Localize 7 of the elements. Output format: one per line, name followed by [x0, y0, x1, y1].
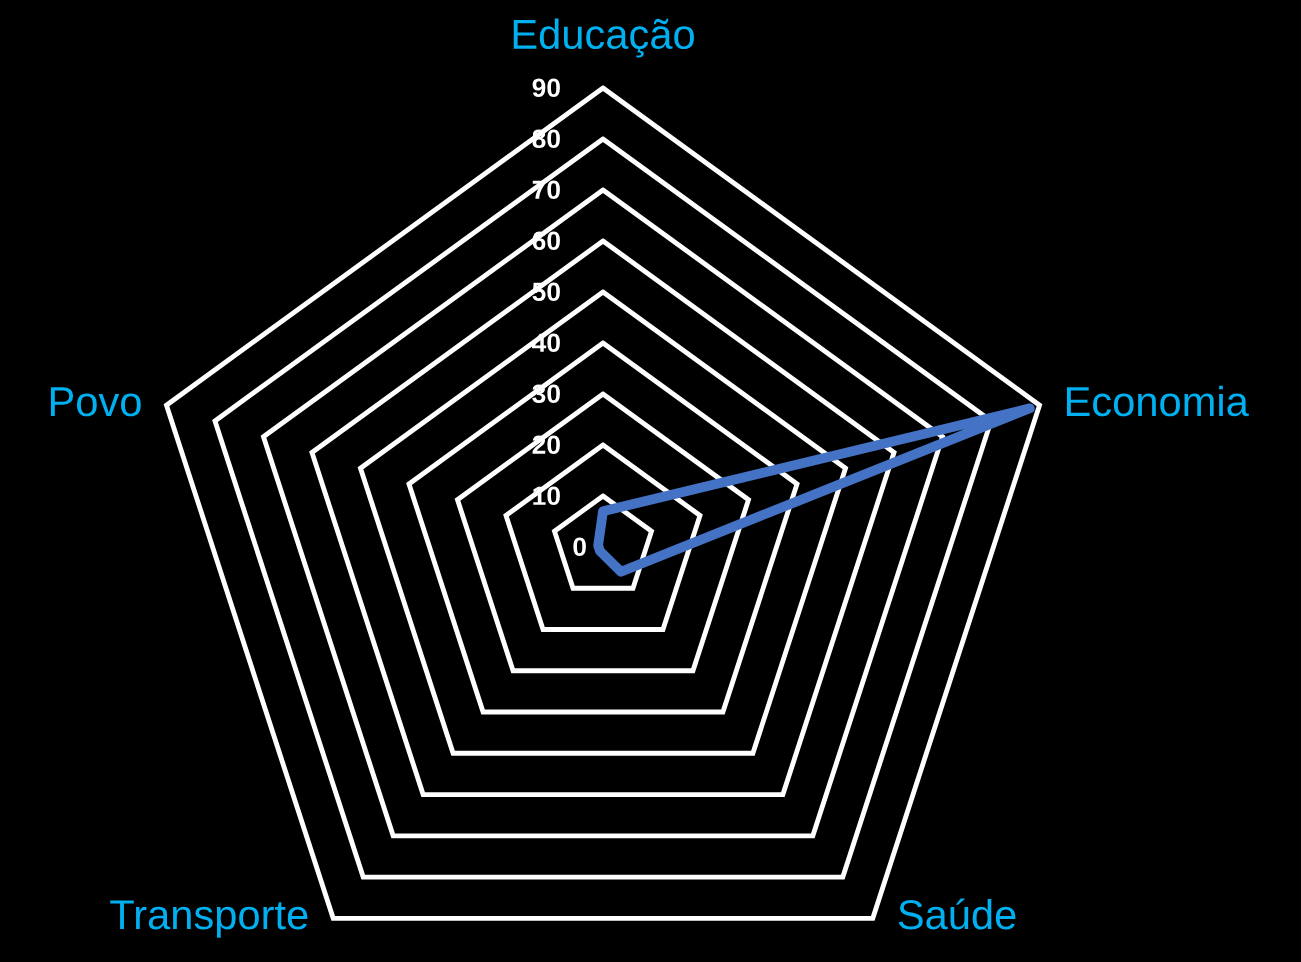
- y-tick-label: 0: [573, 537, 586, 557]
- spoke-label: Saúde: [898, 898, 1016, 930]
- y-tick-label: 90: [532, 78, 560, 98]
- spoke-label: Economia: [1066, 385, 1249, 417]
- spoke-label: Transporte: [110, 900, 308, 938]
- spoke-label: Educação: [513, 18, 694, 58]
- spoke-label: Povo: [50, 387, 141, 417]
